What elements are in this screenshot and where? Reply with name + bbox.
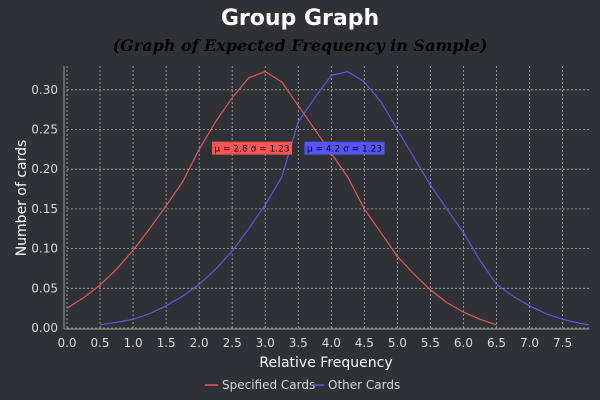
legend: Specified Cards Other Cards: [205, 378, 400, 392]
series-line-2: [99, 70, 590, 326]
y-tick-label: 0.00: [31, 321, 58, 335]
x-tick-label: 0.0: [57, 336, 76, 350]
y-tick-label: 0.15: [31, 202, 58, 216]
chart-title: Group Graph: [221, 6, 379, 31]
series-line-1: [66, 70, 497, 326]
x-tick-label: 6.5: [487, 336, 506, 350]
x-tick-label: 4.0: [322, 336, 341, 350]
x-tick-label: 4.5: [355, 336, 374, 350]
x-tick-label: 1.5: [157, 336, 176, 350]
x-tick-label: 3.5: [289, 336, 308, 350]
x-tick-label: 5.0: [388, 336, 407, 350]
x-tick-label: 2.0: [190, 336, 209, 350]
chart-subtitle: (Graph of Expected Frequency in Sample): [113, 36, 488, 55]
x-tick-label: 2.5: [223, 336, 242, 350]
x-tick-label: 3.0: [256, 336, 275, 350]
y-tick-label: 0.05: [31, 281, 58, 295]
y-tick-label: 0.10: [31, 242, 58, 256]
x-tick-label: 6.0: [454, 336, 473, 350]
x-axis-label: Relative Frequency: [259, 355, 392, 371]
legend-label-1: Specified Cards: [222, 378, 315, 392]
y-axis-label: Number of cards: [14, 140, 30, 257]
x-tick-label: 5.5: [421, 336, 440, 350]
annotation-box-1: [212, 141, 293, 155]
annotation-label-1: μ = 2.8 σ = 1.23: [214, 145, 289, 155]
y-tick-label: 0.25: [31, 123, 58, 137]
y-tick-label: 0.20: [31, 162, 58, 176]
legend-label-2: Other Cards: [328, 378, 400, 392]
plot-area: 0.0 0.5 1.0 1.5 2.0 2.5 3.0 3.5 4.0 4.5 5.0 5.5 6.0 6…: [31, 66, 590, 350]
annotation-label-2: μ = 4.2 σ = 1.23: [307, 145, 382, 155]
x-tick-label: 7.5: [553, 336, 572, 350]
x-tick-label: 7.0: [520, 336, 539, 350]
x-tick-label: 1.0: [124, 336, 143, 350]
x-tick-label: 0.5: [90, 336, 109, 350]
annotation-box-2: [304, 141, 385, 155]
y-tick-label: 0.30: [31, 83, 58, 97]
